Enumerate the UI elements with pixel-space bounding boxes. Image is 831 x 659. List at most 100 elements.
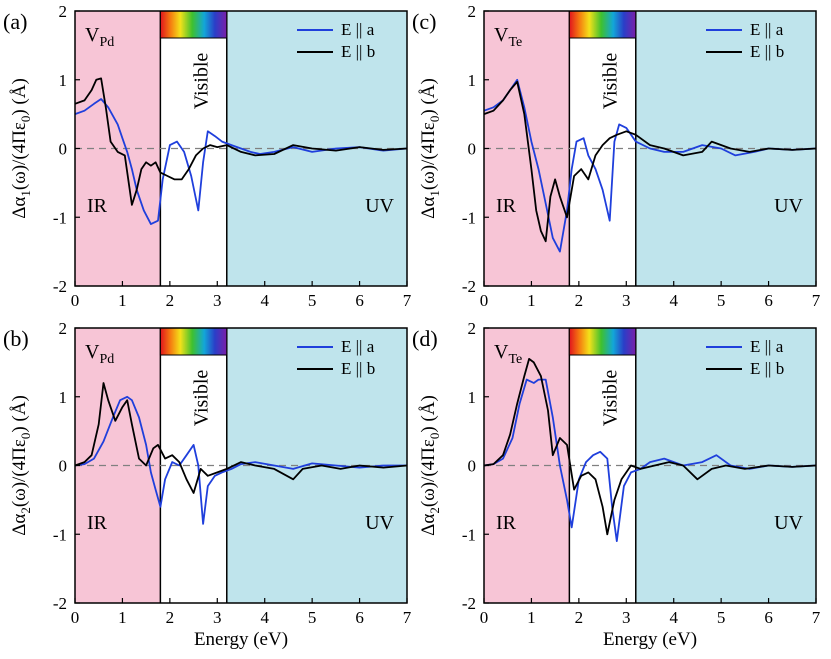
region-visible xyxy=(160,11,227,286)
x-tick-label: 7 xyxy=(403,608,412,627)
y-tick-label: -2 xyxy=(53,277,67,296)
x-tick-label: 4 xyxy=(260,291,269,310)
panel-label: (c) xyxy=(412,9,436,34)
x-tick-label: 3 xyxy=(213,608,222,627)
y-tick-label: 1 xyxy=(59,71,68,90)
legend-label-a: E || a xyxy=(750,337,784,356)
x-tick-label: 5 xyxy=(717,291,726,310)
panel-label: (b) xyxy=(3,326,29,351)
x-tick-label: 3 xyxy=(213,291,222,310)
y-tick-label: -1 xyxy=(462,208,476,227)
x-tick-label: 6 xyxy=(764,291,773,310)
region-label-visible: Visible xyxy=(191,370,213,427)
vacancy-label: VTe xyxy=(494,341,522,367)
y-tick-label: 2 xyxy=(468,2,477,21)
y-tick-label: 1 xyxy=(59,388,68,407)
x-tick-label: 3 xyxy=(622,291,631,310)
y-tick-label: -1 xyxy=(53,208,67,227)
visible-spectrum-bar xyxy=(568,10,637,39)
x-tick-label: 4 xyxy=(669,291,678,310)
region-label-ir: IR xyxy=(496,512,517,534)
legend-label-a: E || a xyxy=(341,337,375,356)
x-tick-label: 3 xyxy=(622,608,631,627)
y-tick-label: 1 xyxy=(468,71,477,90)
x-tick-label: 6 xyxy=(764,608,773,627)
panel-label: (a) xyxy=(3,9,27,34)
x-tick-label: 5 xyxy=(308,291,317,310)
x-tick-label: 6 xyxy=(355,608,364,627)
region-label-ir: IR xyxy=(496,195,517,217)
legend-label-b: E || b xyxy=(750,359,784,378)
vacancy-label: VPd xyxy=(85,341,114,367)
x-tick-label: 1 xyxy=(118,608,127,627)
chart-panel-a: 0 1 2 3 4 5 6 7 -2 -1 0 1 2 (a) VPd IR Visible UV E || a E … xyxy=(3,2,412,310)
region-label-uv: UV xyxy=(774,195,803,217)
x-tick-label: 2 xyxy=(575,608,584,627)
legend-label-b: E || b xyxy=(750,42,784,61)
legend-label-a: E || a xyxy=(341,20,375,39)
x-tick-label: 1 xyxy=(527,608,536,627)
legend-label-a: E || a xyxy=(750,20,784,39)
y-tick-label: 2 xyxy=(59,319,68,338)
x-tick-label: 0 xyxy=(71,608,80,627)
visible-spectrum-bar xyxy=(159,10,228,39)
y-tick-label: 0 xyxy=(59,457,68,476)
legend-label-b: E || b xyxy=(341,42,375,61)
y-tick-label: -2 xyxy=(462,594,476,613)
panel-label: (d) xyxy=(412,326,438,351)
series-line-a xyxy=(483,78,817,253)
region-label-ir: IR xyxy=(87,195,108,217)
region-label-visible: Visible xyxy=(600,370,622,427)
x-tick-label: 7 xyxy=(812,608,821,627)
vacancy-label: VTe xyxy=(494,24,522,50)
series-line-b xyxy=(74,77,408,206)
x-tick-label: 7 xyxy=(403,291,412,310)
series-line-a xyxy=(74,395,407,525)
x-tick-label: 5 xyxy=(308,608,317,627)
y-tick-label: -2 xyxy=(53,594,67,613)
chart-panel-c: 0 1 2 3 4 5 6 7 -2 -1 0 1 2 (c) VTe IR Visible UV E || a E … xyxy=(412,2,821,310)
visible-spectrum-bar xyxy=(568,327,637,356)
series-line-b xyxy=(74,382,408,494)
y-tick-label: -1 xyxy=(53,525,67,544)
x-tick-label: 7 xyxy=(812,291,821,310)
region-label-uv: UV xyxy=(365,512,394,534)
visible-spectrum-bar xyxy=(159,327,228,356)
region-label-visible: Visible xyxy=(600,53,622,110)
series-line-b xyxy=(483,357,817,536)
region-label-uv: UV xyxy=(774,512,803,534)
region-visible xyxy=(569,11,636,286)
y-axis-title: Δα1(ω)/(4Πε0) (Å) xyxy=(9,78,33,219)
x-tick-label: 2 xyxy=(166,608,175,627)
y-tick-label: 0 xyxy=(59,140,68,159)
y-axis-title: Δα2(ω)/(4Πε0) (Å) xyxy=(418,395,442,536)
chart-panels: 0 1 2 3 4 5 6 7 -2 -1 0 1 2 (a) VPd IR Visible UV E || a E … xyxy=(3,2,821,650)
x-tick-label: 5 xyxy=(717,608,726,627)
y-tick-label: -2 xyxy=(462,277,476,296)
x-tick-label: 4 xyxy=(669,608,678,627)
x-tick-label: 1 xyxy=(527,291,536,310)
y-axis-title: Δα1(ω)/(4Πε0) (Å) xyxy=(418,78,442,219)
region-label-uv: UV xyxy=(365,195,394,217)
x-tick-label: 0 xyxy=(480,608,489,627)
legend-label-b: E || b xyxy=(341,359,375,378)
x-tick-label: 2 xyxy=(575,291,584,310)
y-tick-label: 1 xyxy=(468,388,477,407)
y-tick-label: 0 xyxy=(468,140,477,159)
x-axis-title: Energy (eV) xyxy=(603,629,697,650)
x-tick-label: 2 xyxy=(166,291,175,310)
y-axis-title: Δα2(ω)/(4Πε0) (Å) xyxy=(9,395,33,536)
y-tick-label: 2 xyxy=(59,2,68,21)
x-tick-label: 0 xyxy=(480,291,489,310)
chart-panel-d: 0 1 2 3 4 5 6 7 -2 -1 0 1 2 (d) VTe IR Visible UV E || a E … xyxy=(412,319,821,650)
x-tick-label: 1 xyxy=(118,291,127,310)
region-visible xyxy=(569,328,636,603)
series-line-b xyxy=(483,80,817,243)
y-tick-label: -1 xyxy=(462,525,476,544)
x-tick-label: 6 xyxy=(355,291,364,310)
y-tick-label: 2 xyxy=(468,319,477,338)
x-tick-label: 0 xyxy=(71,291,80,310)
chart-panel-b: 0 1 2 3 4 5 6 7 -2 -1 0 1 2 (b) VPd IR Visible UV E || a E … xyxy=(3,319,412,650)
vacancy-label: VPd xyxy=(85,24,114,50)
region-label-ir: IR xyxy=(87,512,108,534)
